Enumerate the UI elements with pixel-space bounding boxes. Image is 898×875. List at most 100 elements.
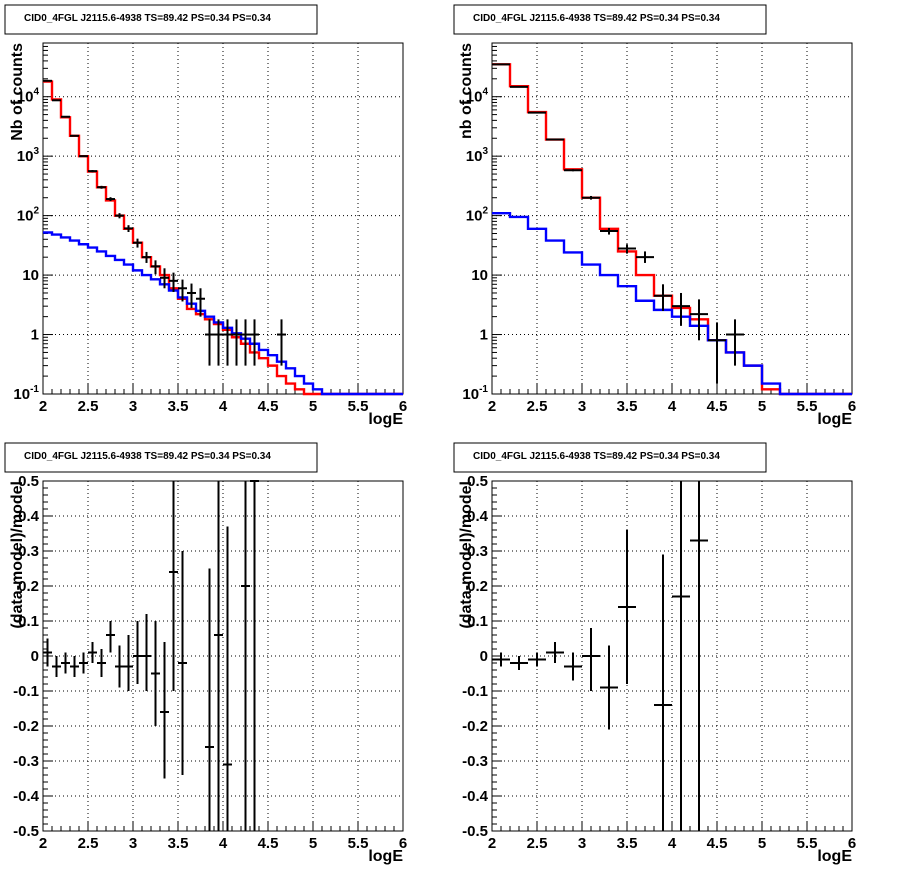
panel-title-frame bbox=[4, 442, 318, 473]
data-point bbox=[97, 649, 106, 677]
data-point bbox=[582, 195, 600, 200]
y-tick-label: -0.1 bbox=[462, 683, 488, 700]
background-model-line bbox=[492, 211, 852, 396]
y-tick-label: 1 bbox=[31, 327, 39, 344]
y-tick-label: 0.4 bbox=[467, 508, 489, 525]
x-tick-label: 3 bbox=[129, 398, 137, 415]
data-point bbox=[690, 299, 708, 341]
x-tick-label: 4 bbox=[668, 835, 677, 852]
panel-title-box: CID0_4FGL J2115.6-4938 TS=89.42 PS=0.34 … bbox=[453, 4, 767, 35]
x-tick-label: 5.5 bbox=[797, 835, 818, 852]
data-point bbox=[492, 652, 510, 667]
data-point bbox=[115, 645, 124, 688]
data-point bbox=[169, 481, 178, 691]
y-tick-label: -0.4 bbox=[462, 788, 489, 805]
x-axis-title: logE bbox=[817, 848, 852, 865]
y-tick-label: 103 bbox=[17, 146, 40, 165]
data-point bbox=[142, 614, 151, 691]
panel-title-box: CID0_4FGL J2115.6-4938 TS=89.42 PS=0.34 … bbox=[4, 442, 318, 473]
data-point bbox=[178, 279, 187, 302]
data-point bbox=[160, 268, 169, 289]
x-tick-label: 3 bbox=[129, 835, 137, 852]
y-tick-label: -0.4 bbox=[13, 788, 40, 805]
chart-panel: 2 2.5 3 3.5 4 4.5 5 5.5 6 -0.5 -0.4 -0.3 -0.2 -0.1 0 0.… bbox=[9, 473, 407, 865]
x-tick-label: 4.5 bbox=[707, 835, 728, 852]
y-tick-label: -0.2 bbox=[462, 718, 488, 735]
data-point bbox=[79, 155, 88, 158]
data-point bbox=[115, 213, 124, 219]
panel-title-box: CID0_4FGL J2115.6-4938 TS=89.42 PS=0.34 … bbox=[453, 442, 767, 473]
x-tick-label: 4.5 bbox=[258, 398, 279, 415]
data-point bbox=[223, 319, 232, 366]
x-tick-label: 2.5 bbox=[78, 835, 99, 852]
data-point bbox=[564, 652, 582, 681]
y-tick-label: 0.4 bbox=[18, 508, 40, 525]
data-point bbox=[205, 568, 214, 831]
data-point bbox=[61, 115, 70, 118]
data-point bbox=[232, 319, 241, 366]
x-tick-label: 2.5 bbox=[527, 398, 548, 415]
y-tick-label: 0.2 bbox=[18, 578, 39, 595]
y-tick-label: 0 bbox=[31, 648, 39, 665]
x-tick-label: 3.5 bbox=[168, 398, 189, 415]
data-point bbox=[70, 656, 79, 677]
data-point bbox=[564, 169, 582, 172]
x-tick-label: 3.5 bbox=[168, 835, 189, 852]
y-tick-label: 102 bbox=[466, 206, 489, 225]
data-point bbox=[582, 628, 600, 691]
data-point bbox=[510, 656, 528, 670]
panel-title: CID0_4FGL J2115.6-4938 TS=89.42 PS=0.34 … bbox=[24, 451, 271, 462]
x-tick-label: 2 bbox=[39, 835, 47, 852]
x-tick-label: 3.5 bbox=[617, 398, 638, 415]
data-point bbox=[214, 319, 223, 366]
x-tick-label: 4 bbox=[668, 398, 677, 415]
x-tick-label: 6 bbox=[399, 835, 407, 852]
data-point bbox=[654, 554, 672, 831]
x-tick-label: 5 bbox=[309, 398, 317, 415]
y-axis-title: (data-model)/model bbox=[458, 481, 475, 629]
x-tick-label: 3 bbox=[578, 835, 586, 852]
x-tick-label: 3.5 bbox=[617, 835, 638, 852]
x-axis-title: logE bbox=[817, 411, 852, 428]
y-tick-label: 10-1 bbox=[13, 384, 39, 403]
data-point bbox=[672, 481, 690, 831]
x-tick-label: 5.5 bbox=[348, 835, 369, 852]
y-tick-label: 103 bbox=[466, 146, 489, 165]
data-point bbox=[88, 170, 97, 173]
x-tick-label: 4.5 bbox=[707, 398, 728, 415]
x-tick-label: 6 bbox=[848, 835, 856, 852]
y-tick-label: 0 bbox=[480, 648, 488, 665]
y-tick-label: 0.3 bbox=[467, 543, 488, 560]
y-tick-label: 102 bbox=[17, 206, 40, 225]
panel-title-frame bbox=[453, 442, 767, 473]
data-point bbox=[106, 197, 115, 202]
y-tick-label: 104 bbox=[466, 87, 489, 106]
panel-title: CID0_4FGL J2115.6-4938 TS=89.42 PS=0.34 … bbox=[24, 13, 271, 24]
data-point bbox=[178, 551, 187, 775]
panel-title: CID0_4FGL J2115.6-4938 TS=89.42 PS=0.34 … bbox=[473, 451, 720, 462]
y-tick-label: 10 bbox=[471, 267, 488, 284]
data-point bbox=[169, 272, 178, 292]
data-point bbox=[618, 530, 636, 684]
data-point bbox=[528, 652, 546, 667]
x-tick-label: 2.5 bbox=[78, 398, 99, 415]
data-point bbox=[636, 251, 654, 263]
data-point bbox=[133, 238, 142, 248]
data-point bbox=[528, 111, 546, 114]
x-tick-label: 4 bbox=[219, 398, 228, 415]
data-point bbox=[151, 260, 160, 275]
y-axis-title: nb of counts bbox=[458, 43, 475, 139]
data-point bbox=[151, 621, 160, 726]
y-tick-label: 10 bbox=[22, 267, 39, 284]
y-tick-label: 0.5 bbox=[18, 473, 39, 490]
x-tick-label: 5 bbox=[758, 398, 766, 415]
data-point bbox=[546, 642, 564, 663]
y-tick-label: 0.1 bbox=[18, 613, 39, 630]
x-tick-label: 2.5 bbox=[527, 835, 548, 852]
data-point bbox=[241, 319, 250, 366]
x-tick-label: 4 bbox=[219, 835, 228, 852]
x-axis-title: logE bbox=[368, 411, 403, 428]
data-point bbox=[214, 481, 223, 831]
data-point bbox=[70, 134, 79, 137]
